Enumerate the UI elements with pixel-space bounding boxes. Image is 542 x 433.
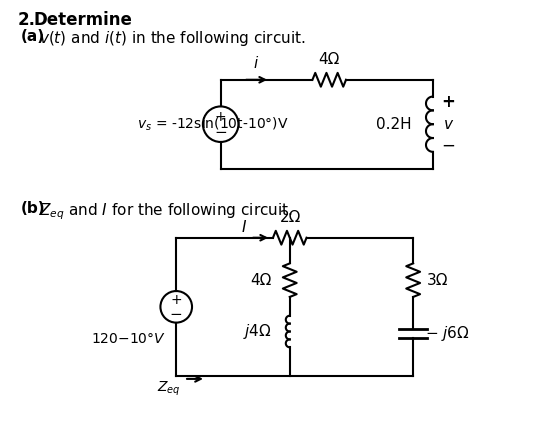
Text: 2.: 2. bbox=[17, 11, 35, 29]
Text: 120−10°$V$: 120−10°$V$ bbox=[92, 333, 166, 346]
Text: −: − bbox=[214, 125, 227, 139]
Text: +: + bbox=[215, 110, 227, 124]
Text: +: + bbox=[170, 293, 182, 307]
Text: − $j$6Ω: − $j$6Ω bbox=[425, 324, 470, 343]
Text: $j$4Ω: $j$4Ω bbox=[243, 322, 272, 341]
Text: −: − bbox=[441, 137, 455, 155]
Text: 2Ω: 2Ω bbox=[280, 210, 301, 225]
Text: Determine: Determine bbox=[33, 11, 132, 29]
Text: 0.2H: 0.2H bbox=[376, 117, 411, 132]
Text: 3Ω: 3Ω bbox=[427, 273, 448, 288]
Text: (b): (b) bbox=[21, 201, 46, 216]
Text: $Z_{eq}$ and $I$ for the following circuit.: $Z_{eq}$ and $I$ for the following circu… bbox=[39, 201, 293, 222]
Text: $Z_{eq}$: $Z_{eq}$ bbox=[157, 380, 180, 398]
Text: (a): (a) bbox=[21, 29, 46, 45]
Text: $v_s$ = -12sin(10t-10°)V: $v_s$ = -12sin(10t-10°)V bbox=[137, 116, 288, 133]
Text: 4Ω: 4Ω bbox=[250, 273, 272, 288]
Text: $I$: $I$ bbox=[241, 219, 247, 235]
Text: −: − bbox=[170, 307, 183, 322]
Text: $i$: $i$ bbox=[253, 55, 259, 71]
Text: $v(t)$ and $i(t)$ in the following circuit.: $v(t)$ and $i(t)$ in the following circu… bbox=[39, 29, 306, 48]
Text: 4Ω: 4Ω bbox=[319, 52, 340, 67]
Text: $v$: $v$ bbox=[443, 117, 454, 132]
Text: +: + bbox=[441, 94, 455, 111]
